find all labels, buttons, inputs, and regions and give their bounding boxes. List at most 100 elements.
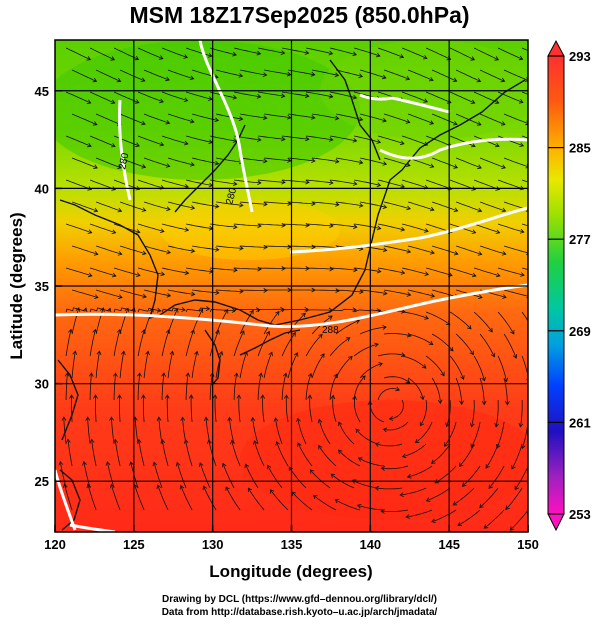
streamline-arrowhead (479, 503, 484, 509)
streamline-arrowhead (92, 77, 98, 83)
streamline (258, 223, 286, 226)
streamline-arrowhead (374, 342, 379, 348)
streamline (389, 399, 404, 420)
streamline (282, 223, 310, 226)
streamline-arrowhead (501, 251, 507, 256)
streamline (95, 289, 123, 298)
x-tick-label: 145 (438, 537, 460, 552)
streamline-arrowhead (544, 142, 548, 146)
streamline-arrowhead (293, 352, 299, 357)
streamline-arrowhead (87, 142, 92, 148)
streamline (431, 157, 458, 169)
streamline-arrowhead (428, 76, 434, 82)
streamline (360, 157, 387, 165)
streamline-arrowhead (400, 140, 405, 146)
streamline-arrowhead (496, 444, 501, 449)
streamline-arrowhead (190, 205, 196, 210)
streamline (434, 465, 457, 484)
colorbar-gradient (547, 55, 565, 515)
streamline-arrowhead (94, 294, 99, 299)
streamline-arrowhead (116, 77, 122, 83)
streamline (95, 69, 121, 82)
streamline (282, 135, 309, 140)
streamline-arrowhead (93, 207, 99, 213)
streamline-arrowhead (348, 355, 353, 361)
streamline-arrowhead (380, 509, 385, 514)
streamline-arrowhead (92, 121, 98, 126)
streamline (521, 267, 528, 270)
streamline-arrowhead (406, 248, 412, 254)
streamline (190, 394, 193, 423)
streamline (479, 245, 506, 255)
streamline (305, 334, 323, 357)
y-axis: 25 30 35 40 45 (35, 84, 62, 489)
streamline (95, 201, 122, 212)
streamline-arrowhead (215, 329, 220, 335)
streamline (119, 113, 146, 125)
streamline (479, 487, 499, 508)
streamline (452, 487, 475, 506)
streamline-arrowhead (92, 328, 97, 334)
contour-labels: 280 280 288 (117, 152, 339, 336)
streamline-arrowhead (111, 186, 117, 191)
streamline (65, 91, 91, 104)
contour-label: 280 (224, 186, 239, 205)
streamline-arrowhead (214, 160, 220, 166)
streamline-arrowhead (112, 372, 118, 377)
streamline-arrowhead (183, 97, 189, 103)
streamline (497, 355, 507, 382)
map-title: MSM 18Z17Sep2025 (850.0hPa) (129, 2, 470, 28)
streamline-arrowhead (118, 294, 123, 299)
streamline (473, 267, 501, 277)
streamline-arrowhead (401, 308, 406, 314)
streamline (210, 135, 237, 142)
streamline (119, 394, 121, 423)
streamline (282, 91, 309, 97)
streamline-arrowhead (382, 204, 388, 209)
streamline (521, 47, 528, 52)
streamline-arrowhead (318, 444, 323, 450)
streamline-arrowhead (181, 307, 186, 312)
streamline-arrowhead (225, 486, 230, 492)
colorbar: 293 285 277 269 261 253 (547, 39, 591, 532)
streamline (161, 91, 188, 102)
streamline-arrowhead (380, 466, 386, 471)
streamline (425, 91, 452, 104)
streamline-arrowhead (458, 462, 464, 468)
streamline-arrowhead (117, 164, 122, 169)
streamline (336, 69, 363, 77)
streamline (231, 440, 241, 467)
streamline (401, 179, 428, 189)
streamline (216, 113, 243, 120)
streamline (330, 267, 358, 271)
streamline-arrowhead (461, 482, 467, 487)
streamline-arrowhead (260, 394, 266, 399)
streamline (381, 509, 409, 512)
streamline-arrowhead (198, 462, 204, 467)
streamline (143, 113, 170, 124)
streamline-arrowhead (406, 473, 412, 479)
x-tick-label: 120 (44, 537, 66, 552)
colorbar-bottom-arrow (547, 513, 565, 532)
streamline-arrowhead (105, 461, 111, 466)
streamline-arrowhead (257, 180, 262, 186)
streamline (162, 267, 189, 274)
streamline (258, 179, 286, 183)
streamline (407, 69, 434, 81)
streamline (205, 417, 211, 445)
streamline-arrowhead (353, 224, 358, 230)
streamline (137, 91, 164, 103)
streamline-arrowhead (214, 203, 220, 209)
streamline (234, 223, 262, 227)
streamline-arrowhead (120, 350, 126, 356)
streamline-arrowhead (352, 307, 357, 313)
streamline (89, 135, 116, 147)
streamline (336, 289, 364, 293)
streamline-arrowhead (518, 55, 524, 61)
streamline (470, 421, 481, 448)
y-tick-label: 45 (35, 84, 49, 99)
streamline-arrowhead (485, 464, 490, 469)
streamline (161, 439, 169, 467)
streamline-arrowhead (161, 372, 166, 377)
streamline (288, 201, 316, 205)
